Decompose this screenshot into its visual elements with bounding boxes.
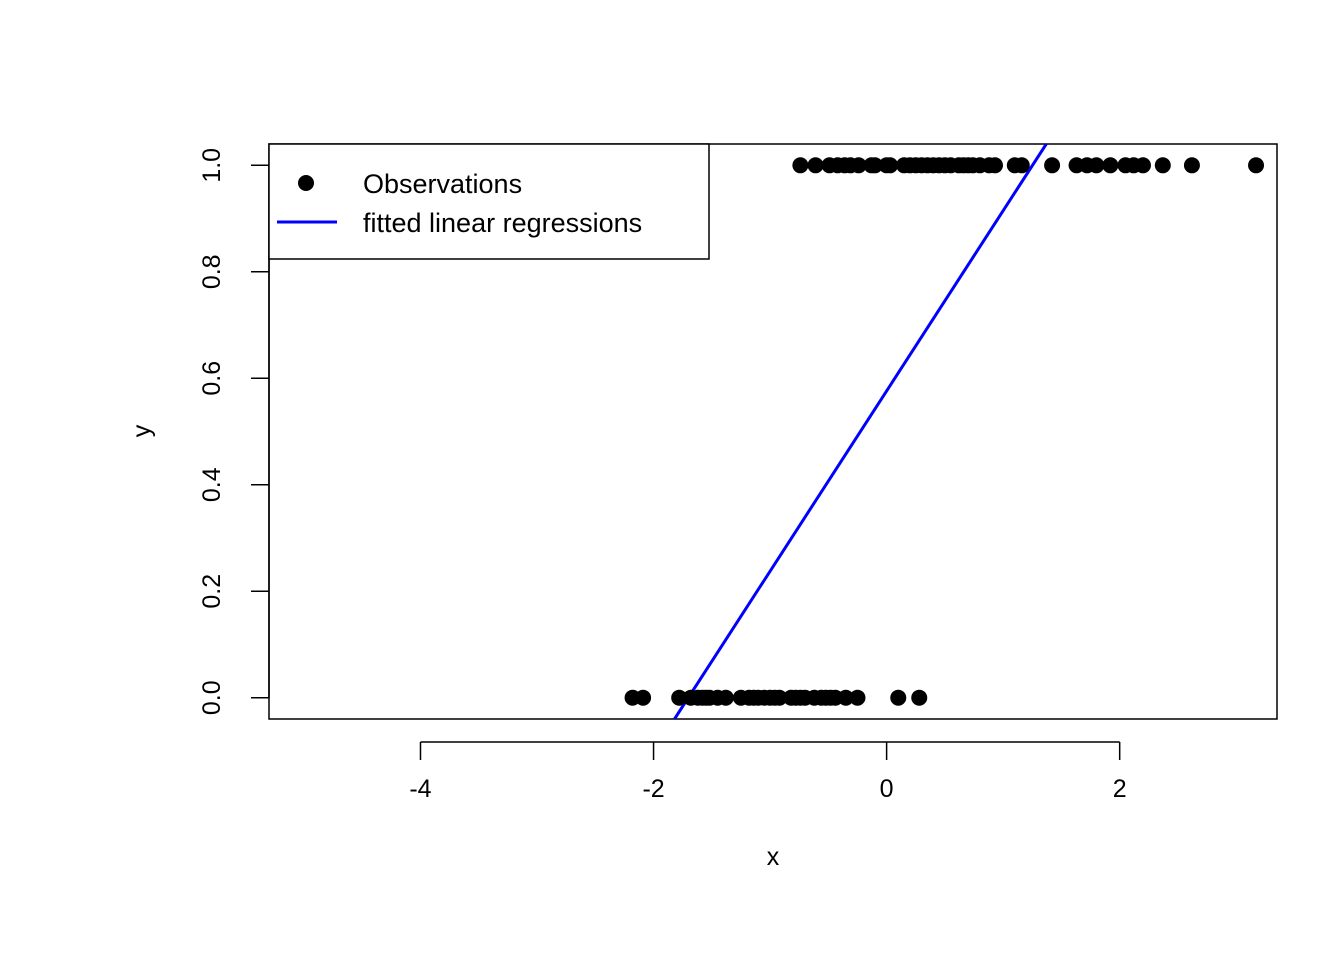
y-tick-label: 0.8 [198, 254, 226, 289]
observation-point [837, 689, 854, 706]
observation-point [1154, 157, 1171, 174]
observation-point [911, 689, 928, 706]
observation-point [882, 157, 899, 174]
x-tick-label: -2 [642, 775, 664, 803]
observation-point [890, 689, 907, 706]
legend-label-fitted-line: fitted linear regressions [363, 208, 642, 238]
observation-point [1248, 157, 1265, 174]
y-tick-label: 1.0 [198, 148, 226, 183]
observation-point [866, 157, 883, 174]
legend: Observations fitted linear regressions [268, 143, 710, 260]
y-tick-label: 0.6 [198, 361, 226, 396]
x-axis-label: x [767, 843, 780, 871]
observation-point [717, 689, 734, 706]
x-axis: -4 -2 0 2 [409, 741, 1127, 803]
observation-point [986, 157, 1003, 174]
observation-point [771, 689, 788, 706]
observation-point [1088, 157, 1105, 174]
y-tick-label: 0.2 [198, 574, 226, 609]
observation-point [1044, 157, 1061, 174]
observation-point [1013, 157, 1030, 174]
y-axis: 0.0 0.2 0.4 0.6 0.8 1.0 [198, 148, 270, 715]
fitted-regression-line [673, 144, 1048, 719]
legend-box [268, 143, 710, 260]
plot-area [624, 144, 1265, 719]
observation-point [792, 157, 809, 174]
x-tick-label: 2 [1113, 775, 1127, 803]
observation-point [1183, 157, 1200, 174]
legend-marker-observations [298, 175, 314, 191]
x-tick-label: -4 [409, 775, 431, 803]
x-tick-label: 0 [880, 775, 894, 803]
observation-point [671, 689, 688, 706]
observation-point [807, 157, 824, 174]
observation-point [849, 689, 866, 706]
observation-point [1134, 157, 1151, 174]
legend-label-observations: Observations [363, 169, 522, 199]
observation-point [1102, 157, 1119, 174]
observation-point [850, 157, 867, 174]
observation-point [635, 689, 652, 706]
y-tick-label: 0.4 [198, 467, 226, 502]
y-tick-label: 0.0 [198, 680, 226, 715]
y-axis-label: y [128, 424, 156, 437]
